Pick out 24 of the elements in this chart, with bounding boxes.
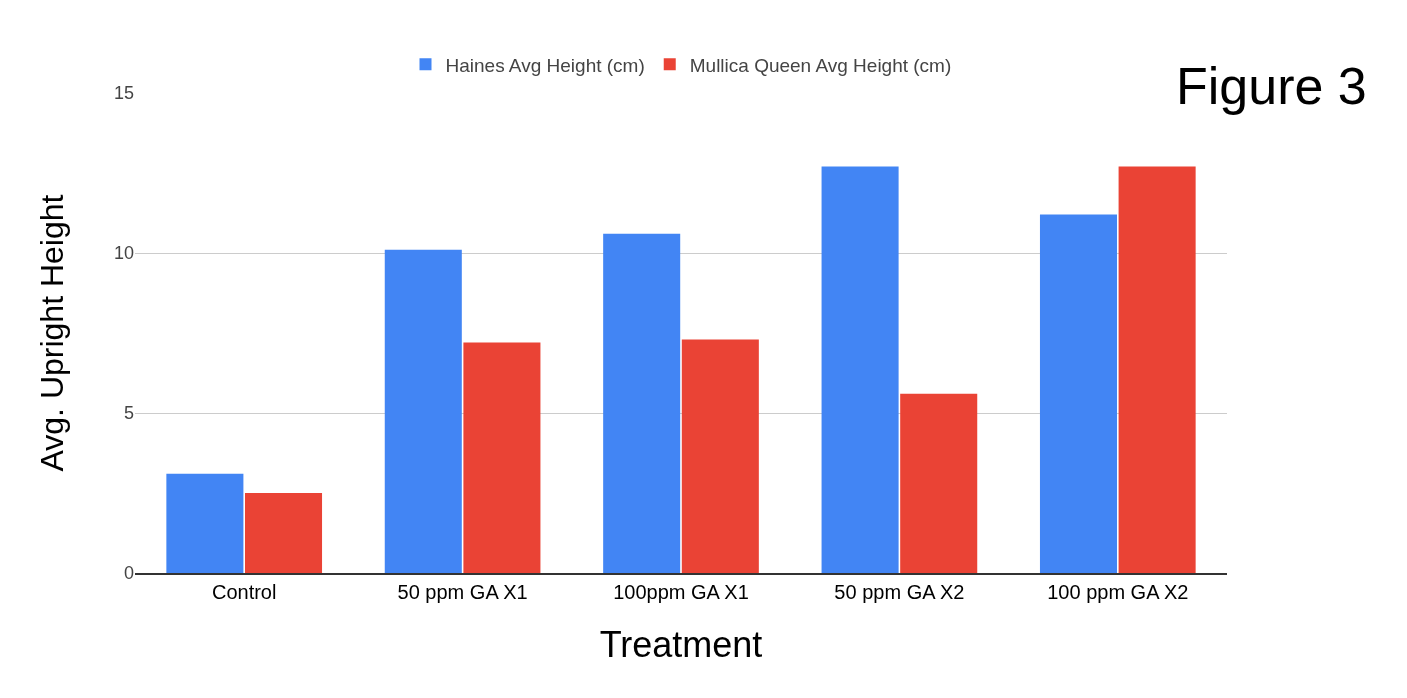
bar bbox=[1118, 166, 1196, 573]
bar bbox=[900, 393, 978, 573]
y-tick-label: 15 bbox=[113, 83, 134, 104]
bar bbox=[463, 342, 541, 573]
legend-label: Mullica Queen Avg Height (cm) bbox=[689, 54, 952, 76]
x-tick-label: 50 ppm GA X1 bbox=[397, 581, 528, 603]
x-tick-label: 50 ppm GA X2 bbox=[834, 581, 965, 603]
y-tick-label: 0 bbox=[123, 563, 134, 584]
bar bbox=[603, 233, 681, 573]
legend-label: Haines Avg Height (cm) bbox=[445, 54, 645, 76]
annotation: Figure 3 bbox=[1176, 57, 1367, 115]
bar bbox=[681, 339, 759, 573]
x-axis-title: Treatment bbox=[599, 624, 763, 666]
bar bbox=[166, 473, 244, 573]
x-tick-label: 100 ppm GA X2 bbox=[1047, 581, 1189, 603]
x-tick-label: Control bbox=[211, 581, 277, 603]
y-axis-title: Avg. Upright Height bbox=[34, 194, 71, 472]
bar bbox=[1039, 214, 1118, 573]
bar bbox=[821, 166, 899, 573]
x-tick-label: 100ppm GA X1 bbox=[613, 581, 749, 603]
bar bbox=[384, 249, 462, 573]
y-tick-label: 5 bbox=[123, 403, 134, 424]
bar bbox=[244, 493, 323, 573]
y-tick-label: 10 bbox=[113, 243, 134, 264]
